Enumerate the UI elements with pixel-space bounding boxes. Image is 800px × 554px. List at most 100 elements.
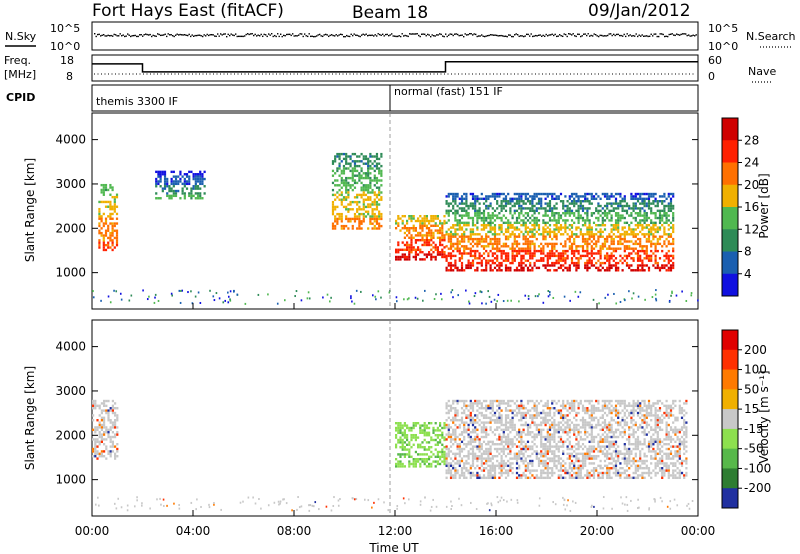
radar-cell xyxy=(496,443,499,446)
radar-cell xyxy=(179,197,182,200)
radar-cell xyxy=(491,254,494,258)
radar-cell xyxy=(581,457,585,460)
radar-cell xyxy=(654,249,657,253)
radar-cell xyxy=(471,404,475,408)
ground-scatter-point xyxy=(326,293,329,296)
radar-cell xyxy=(406,248,409,251)
radar-cell xyxy=(546,471,549,475)
radar-cell xyxy=(630,269,633,272)
ground-scatter-point xyxy=(451,289,454,292)
radar-cell xyxy=(647,240,651,243)
radar-cell xyxy=(480,240,483,243)
radar-cell xyxy=(157,173,160,176)
radar-cell xyxy=(425,226,428,230)
noise-point xyxy=(205,35,207,37)
radar-cell xyxy=(617,242,620,246)
noise-point xyxy=(655,33,657,35)
radar-cell xyxy=(454,431,457,434)
radar-cell xyxy=(109,428,112,432)
radar-cell xyxy=(434,421,437,425)
radar-cell xyxy=(540,471,543,475)
radar-cell xyxy=(553,423,556,427)
radar-cell xyxy=(471,455,475,458)
radar-cell xyxy=(513,233,516,236)
radar-cell xyxy=(482,247,486,250)
noise-point xyxy=(134,34,136,37)
noise-point xyxy=(602,35,604,37)
radar-cell xyxy=(643,209,646,213)
radar-cell xyxy=(347,203,350,206)
radar-cell xyxy=(639,214,642,217)
radar-cell xyxy=(452,476,455,480)
radar-cell xyxy=(575,235,578,238)
radar-cell xyxy=(577,245,580,248)
radar-cell xyxy=(645,216,648,220)
ground-scatter-point xyxy=(213,299,216,302)
radar-cell xyxy=(566,445,569,448)
radar-cell xyxy=(522,266,525,270)
radar-cell xyxy=(449,192,453,196)
radar-cell xyxy=(634,197,637,201)
radar-cell xyxy=(378,172,381,175)
radar-cell xyxy=(428,226,431,230)
radar-cell xyxy=(471,202,475,205)
radar-cell xyxy=(449,433,453,436)
radar-cell xyxy=(577,216,580,220)
radar-cell xyxy=(553,204,556,208)
radar-cell xyxy=(641,219,644,222)
radar-cell xyxy=(573,192,576,196)
radar-cell xyxy=(515,219,519,222)
radar-cell xyxy=(353,212,357,216)
radar-cell xyxy=(397,224,400,227)
radar-cell xyxy=(575,414,578,417)
radar-cell xyxy=(608,195,611,198)
radar-cell xyxy=(537,233,541,236)
radar-cell xyxy=(647,224,651,227)
noise-point xyxy=(533,35,535,37)
radar-cell xyxy=(529,426,532,429)
radar-cell xyxy=(487,443,490,446)
radar-cell xyxy=(353,179,357,182)
radar-cell xyxy=(595,242,598,246)
radar-cell xyxy=(482,467,486,470)
radar-cell xyxy=(447,464,450,468)
radar-cell xyxy=(509,200,512,203)
radar-cell xyxy=(493,261,497,265)
radar-cell xyxy=(380,191,383,194)
radar-cell xyxy=(463,443,466,446)
radar-cell xyxy=(573,399,576,403)
radar-cell xyxy=(489,399,492,403)
noise-point xyxy=(659,33,661,35)
radar-cell xyxy=(360,220,363,223)
radar-cell xyxy=(502,428,505,432)
radar-cell xyxy=(542,471,545,475)
radar-cell xyxy=(524,447,527,451)
radar-cell xyxy=(489,476,492,480)
noise-point xyxy=(530,33,532,35)
radar-cell xyxy=(555,228,558,231)
radar-cell xyxy=(353,152,357,156)
radar-cell xyxy=(588,257,591,260)
radar-cell xyxy=(500,443,503,446)
radar-cell xyxy=(410,436,413,439)
radar-cell xyxy=(566,447,569,451)
radar-cell xyxy=(634,269,637,272)
radar-cell xyxy=(540,197,543,201)
radar-cell xyxy=(428,243,431,247)
radar-cell xyxy=(537,249,541,253)
radar-cell xyxy=(504,230,508,234)
noise-point xyxy=(266,35,268,38)
radar-cell xyxy=(107,243,110,247)
radar-cell xyxy=(515,411,519,415)
radar-cell xyxy=(559,457,563,460)
radar-cell xyxy=(371,227,374,230)
radar-cell xyxy=(581,209,585,213)
radar-cell xyxy=(336,167,339,170)
radar-cell xyxy=(114,457,117,460)
radar-cell xyxy=(546,209,549,213)
radar-cell xyxy=(570,226,574,229)
noise-point xyxy=(262,35,264,38)
radar-cell xyxy=(360,193,363,197)
radar-cell xyxy=(650,207,653,210)
radar-cell xyxy=(548,204,552,208)
